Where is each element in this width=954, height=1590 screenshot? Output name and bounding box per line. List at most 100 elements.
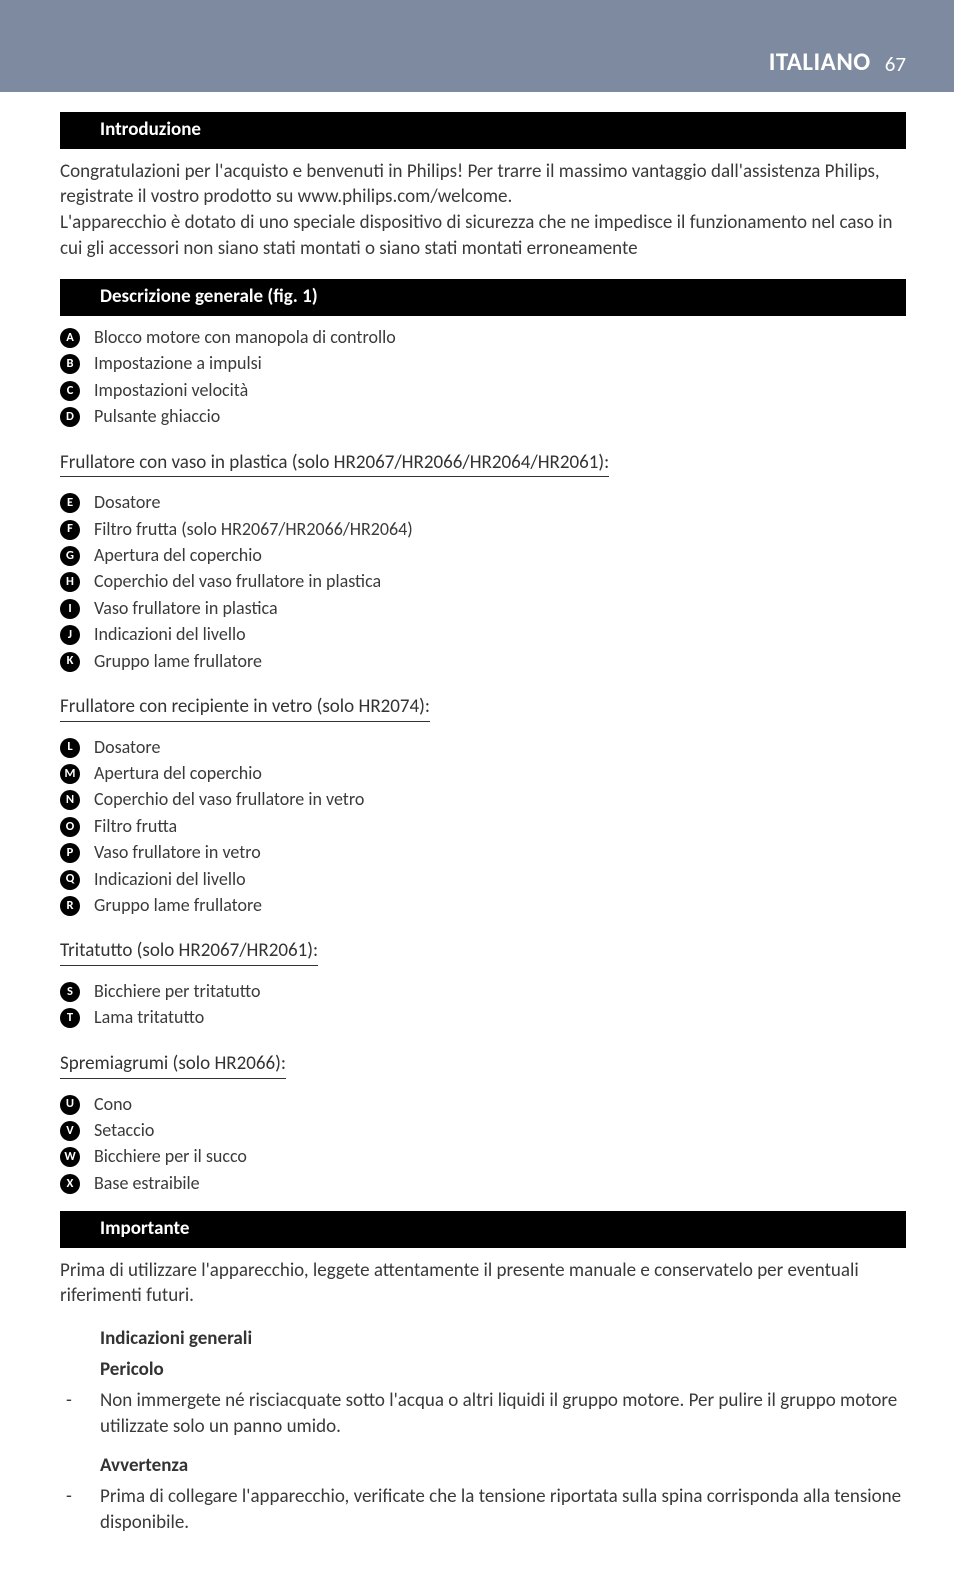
list-item-text: Bicchiere per tritatutto <box>94 980 260 1003</box>
list-item-text: Non immergete né risciacquate sotto l'ac… <box>100 1388 906 1439</box>
list-group3: S Bicchiere per tritatutto T Lama tritatut… <box>60 980 906 1030</box>
letter-badge: I <box>60 599 80 619</box>
header-page-number: 67 <box>885 51 906 78</box>
page-header: ITALIANO 67 <box>0 0 954 92</box>
dash-bullet: - <box>60 1388 100 1439</box>
list-item: X Base estraibile <box>60 1172 906 1195</box>
list-general-A: A Blocco motore con manopola di controllo… <box>60 326 906 429</box>
letter-badge: J <box>60 625 80 645</box>
letter-badge: R <box>60 896 80 916</box>
letter-badge: V <box>60 1121 80 1141</box>
list-item: -Prima di collegare l'apparecchio, verif… <box>60 1484 906 1535</box>
subheading-chopper: Tritatutto (solo HR2067/HR2061): <box>60 939 318 966</box>
list-item: R Gruppo lame frullatore <box>60 894 906 917</box>
list-item-text: Dosatore <box>94 491 160 514</box>
letter-badge: M <box>60 764 80 784</box>
list-item: U Cono <box>60 1093 906 1116</box>
letter-badge: P <box>60 843 80 863</box>
letter-badge: N <box>60 790 80 810</box>
letter-badge: Q <box>60 870 80 890</box>
list-item-text: Impostazioni velocità <box>94 379 248 402</box>
list-item-text: Filtro frutta (solo HR2067/HR2066/HR2064… <box>94 518 413 541</box>
list-item-text: Bicchiere per il succo <box>94 1145 247 1168</box>
page-content: Introduzione Congratulazioni per l'acqui… <box>0 92 954 1590</box>
list-item-text: Vaso frullatore in plastica <box>94 597 278 620</box>
letter-badge: G <box>60 546 80 566</box>
subheading-plastic-blender: Frullatore con vaso in plastica (solo HR… <box>60 451 609 478</box>
important-paragraph: Prima di utilizzare l'apparecchio, legge… <box>60 1258 906 1309</box>
subheading-danger: Pericolo <box>100 1358 906 1383</box>
list-item-text: Dosatore <box>94 736 160 759</box>
list-item-text: Lama tritatutto <box>94 1006 204 1029</box>
list-item: A Blocco motore con manopola di controllo <box>60 326 906 349</box>
list-item-text: Apertura del coperchio <box>94 762 262 785</box>
list-item: M Apertura del coperchio <box>60 762 906 785</box>
list-group4: UCono VSetaccio WBicchiere per il succo … <box>60 1093 906 1196</box>
dash-bullet: - <box>60 1484 100 1535</box>
warning-list: -Prima di collegare l'apparecchio, verif… <box>60 1484 906 1535</box>
list-item: G Apertura del coperchio <box>60 544 906 567</box>
list-item-text: Cono <box>94 1093 132 1116</box>
list-item-text: Prima di collegare l'apparecchio, verifi… <box>100 1484 906 1535</box>
section-title-important: Importante <box>60 1211 906 1248</box>
list-item: I Vaso frullatore in plastica <box>60 597 906 620</box>
list-item-text: Indicazioni del livello <box>94 868 246 891</box>
list-item: E Dosatore <box>60 491 906 514</box>
letter-badge: W <box>60 1147 80 1167</box>
section-title-general-desc: Descrizione generale (fig. 1) <box>60 279 906 316</box>
letter-badge: T <box>60 1008 80 1028</box>
list-item-text: Blocco motore con manopola di controllo <box>94 326 396 349</box>
letter-badge: K <box>60 652 80 672</box>
list-item: O Filtro frutta <box>60 815 906 838</box>
list-item: F Filtro frutta (solo HR2067/HR2066/HR206… <box>60 518 906 541</box>
list-group1: E Dosatore F Filtro frutta (solo HR2067/HR… <box>60 491 906 673</box>
letter-badge: X <box>60 1174 80 1194</box>
letter-badge: A <box>60 328 80 348</box>
list-item: S Bicchiere per tritatutto <box>60 980 906 1003</box>
subheading-citrus-press: Spremiagrumi (solo HR2066): <box>60 1052 286 1079</box>
intro-paragraph: Congratulazioni per l'acquisto e benvenu… <box>60 159 906 262</box>
letter-badge: L <box>60 738 80 758</box>
letter-badge: D <box>60 407 80 427</box>
list-item-text: Setaccio <box>94 1119 154 1142</box>
letter-badge: C <box>60 381 80 401</box>
letter-badge: B <box>60 354 80 374</box>
list-item: D Pulsante ghiaccio <box>60 405 906 428</box>
list-item-text: Gruppo lame frullatore <box>94 894 262 917</box>
section-title-intro: Introduzione <box>60 112 906 149</box>
list-item: L Dosatore <box>60 736 906 759</box>
subheading-glass-blender: Frullatore con recipiente in vetro (solo… <box>60 695 430 722</box>
list-item: N Coperchio del vaso frullatore in vetro <box>60 788 906 811</box>
letter-badge: E <box>60 493 80 513</box>
list-item: B Impostazione a impulsi <box>60 352 906 375</box>
list-item-text: Coperchio del vaso frullatore in vetro <box>94 788 364 811</box>
list-item: C Impostazioni velocità <box>60 379 906 402</box>
list-item: W Bicchiere per il succo <box>60 1145 906 1168</box>
letter-badge: F <box>60 520 80 540</box>
danger-list: -Non immergete né risciacquate sotto l'a… <box>60 1388 906 1439</box>
list-item: H Coperchio del vaso frullatore in plasti… <box>60 570 906 593</box>
list-item-text: Indicazioni del livello <box>94 623 246 646</box>
list-item-text: Impostazione a impulsi <box>94 352 262 375</box>
letter-badge: U <box>60 1095 80 1115</box>
list-item-text: Pulsante ghiaccio <box>94 405 220 428</box>
letter-badge: S <box>60 982 80 1002</box>
list-item-text: Coperchio del vaso frullatore in plastic… <box>94 570 381 593</box>
letter-badge: H <box>60 572 80 592</box>
letter-badge: O <box>60 817 80 837</box>
list-group2: L Dosatore M Apertura del coperchio N Coper… <box>60 736 906 918</box>
list-item: Q Indicazioni del livello <box>60 868 906 891</box>
list-item-text: Base estraibile <box>94 1172 200 1195</box>
subheading-general-indications: Indicazioni generali <box>100 1327 906 1352</box>
header-language: ITALIANO <box>769 46 871 79</box>
list-item-text: Apertura del coperchio <box>94 544 262 567</box>
list-item-text: Gruppo lame frullatore <box>94 650 262 673</box>
list-item: T Lama tritatutto <box>60 1006 906 1029</box>
subheading-warning: Avvertenza <box>100 1454 906 1479</box>
list-item-text: Filtro frutta <box>94 815 177 838</box>
list-item: P Vaso frullatore in vetro <box>60 841 906 864</box>
list-item: V Setaccio <box>60 1119 906 1142</box>
list-item-text: Vaso frullatore in vetro <box>94 841 261 864</box>
page-root: ITALIANO 67 Introduzione Congratulazioni… <box>0 0 954 1590</box>
list-item: -Non immergete né risciacquate sotto l'a… <box>60 1388 906 1439</box>
